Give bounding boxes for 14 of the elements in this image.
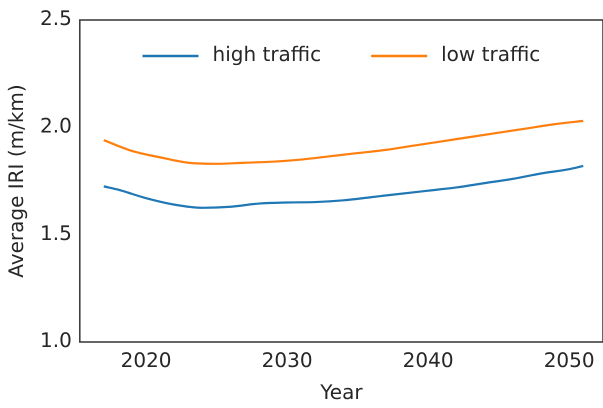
y-axis-title: Average IRI (m/km)	[4, 84, 28, 278]
y-tick-label: 1.5	[40, 220, 72, 245]
x-tick-label: 2030	[262, 348, 313, 372]
x-tick-label: 2020	[120, 348, 172, 372]
legend-label: low traffic	[441, 42, 540, 66]
y-tick-label: 2.5	[40, 6, 72, 30]
line-series	[102, 120, 584, 165]
line-series	[102, 164, 584, 209]
y-tick-label: 1.0	[40, 328, 72, 352]
x-axis-title: Year	[319, 380, 364, 404]
legend-label: high traffic	[212, 42, 322, 66]
x-tick-label: 2040	[402, 348, 454, 372]
y-tick-label: 2.0	[40, 114, 72, 138]
x-tick-label: 2050	[544, 348, 595, 372]
